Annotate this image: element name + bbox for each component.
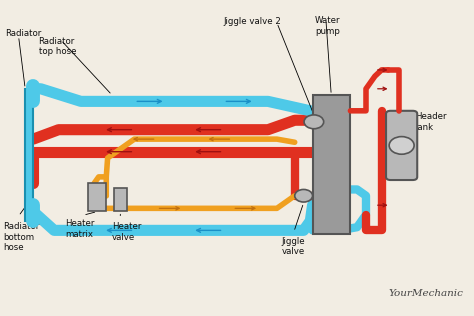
Text: Radiator
bottom
hose: Radiator bottom hose bbox=[3, 222, 39, 252]
Text: Header
tank: Header tank bbox=[415, 112, 447, 131]
Bar bbox=[114, 188, 127, 211]
Text: Water
pump: Water pump bbox=[315, 16, 340, 36]
Circle shape bbox=[295, 190, 312, 202]
Text: YourMechanic: YourMechanic bbox=[388, 289, 463, 298]
Circle shape bbox=[304, 115, 324, 129]
Bar bbox=[312, 95, 350, 234]
FancyBboxPatch shape bbox=[386, 111, 417, 180]
Text: Radiator
top hose: Radiator top hose bbox=[38, 37, 76, 56]
Text: Jiggle
valve: Jiggle valve bbox=[282, 237, 305, 256]
Bar bbox=[25, 89, 33, 221]
Text: Jiggle valve 2: Jiggle valve 2 bbox=[223, 17, 281, 26]
Circle shape bbox=[389, 137, 414, 154]
Text: Heater
valve: Heater valve bbox=[112, 222, 141, 242]
Text: Radiator: Radiator bbox=[5, 29, 41, 38]
Text: Heater
matrix: Heater matrix bbox=[65, 219, 95, 239]
Bar bbox=[88, 183, 106, 211]
